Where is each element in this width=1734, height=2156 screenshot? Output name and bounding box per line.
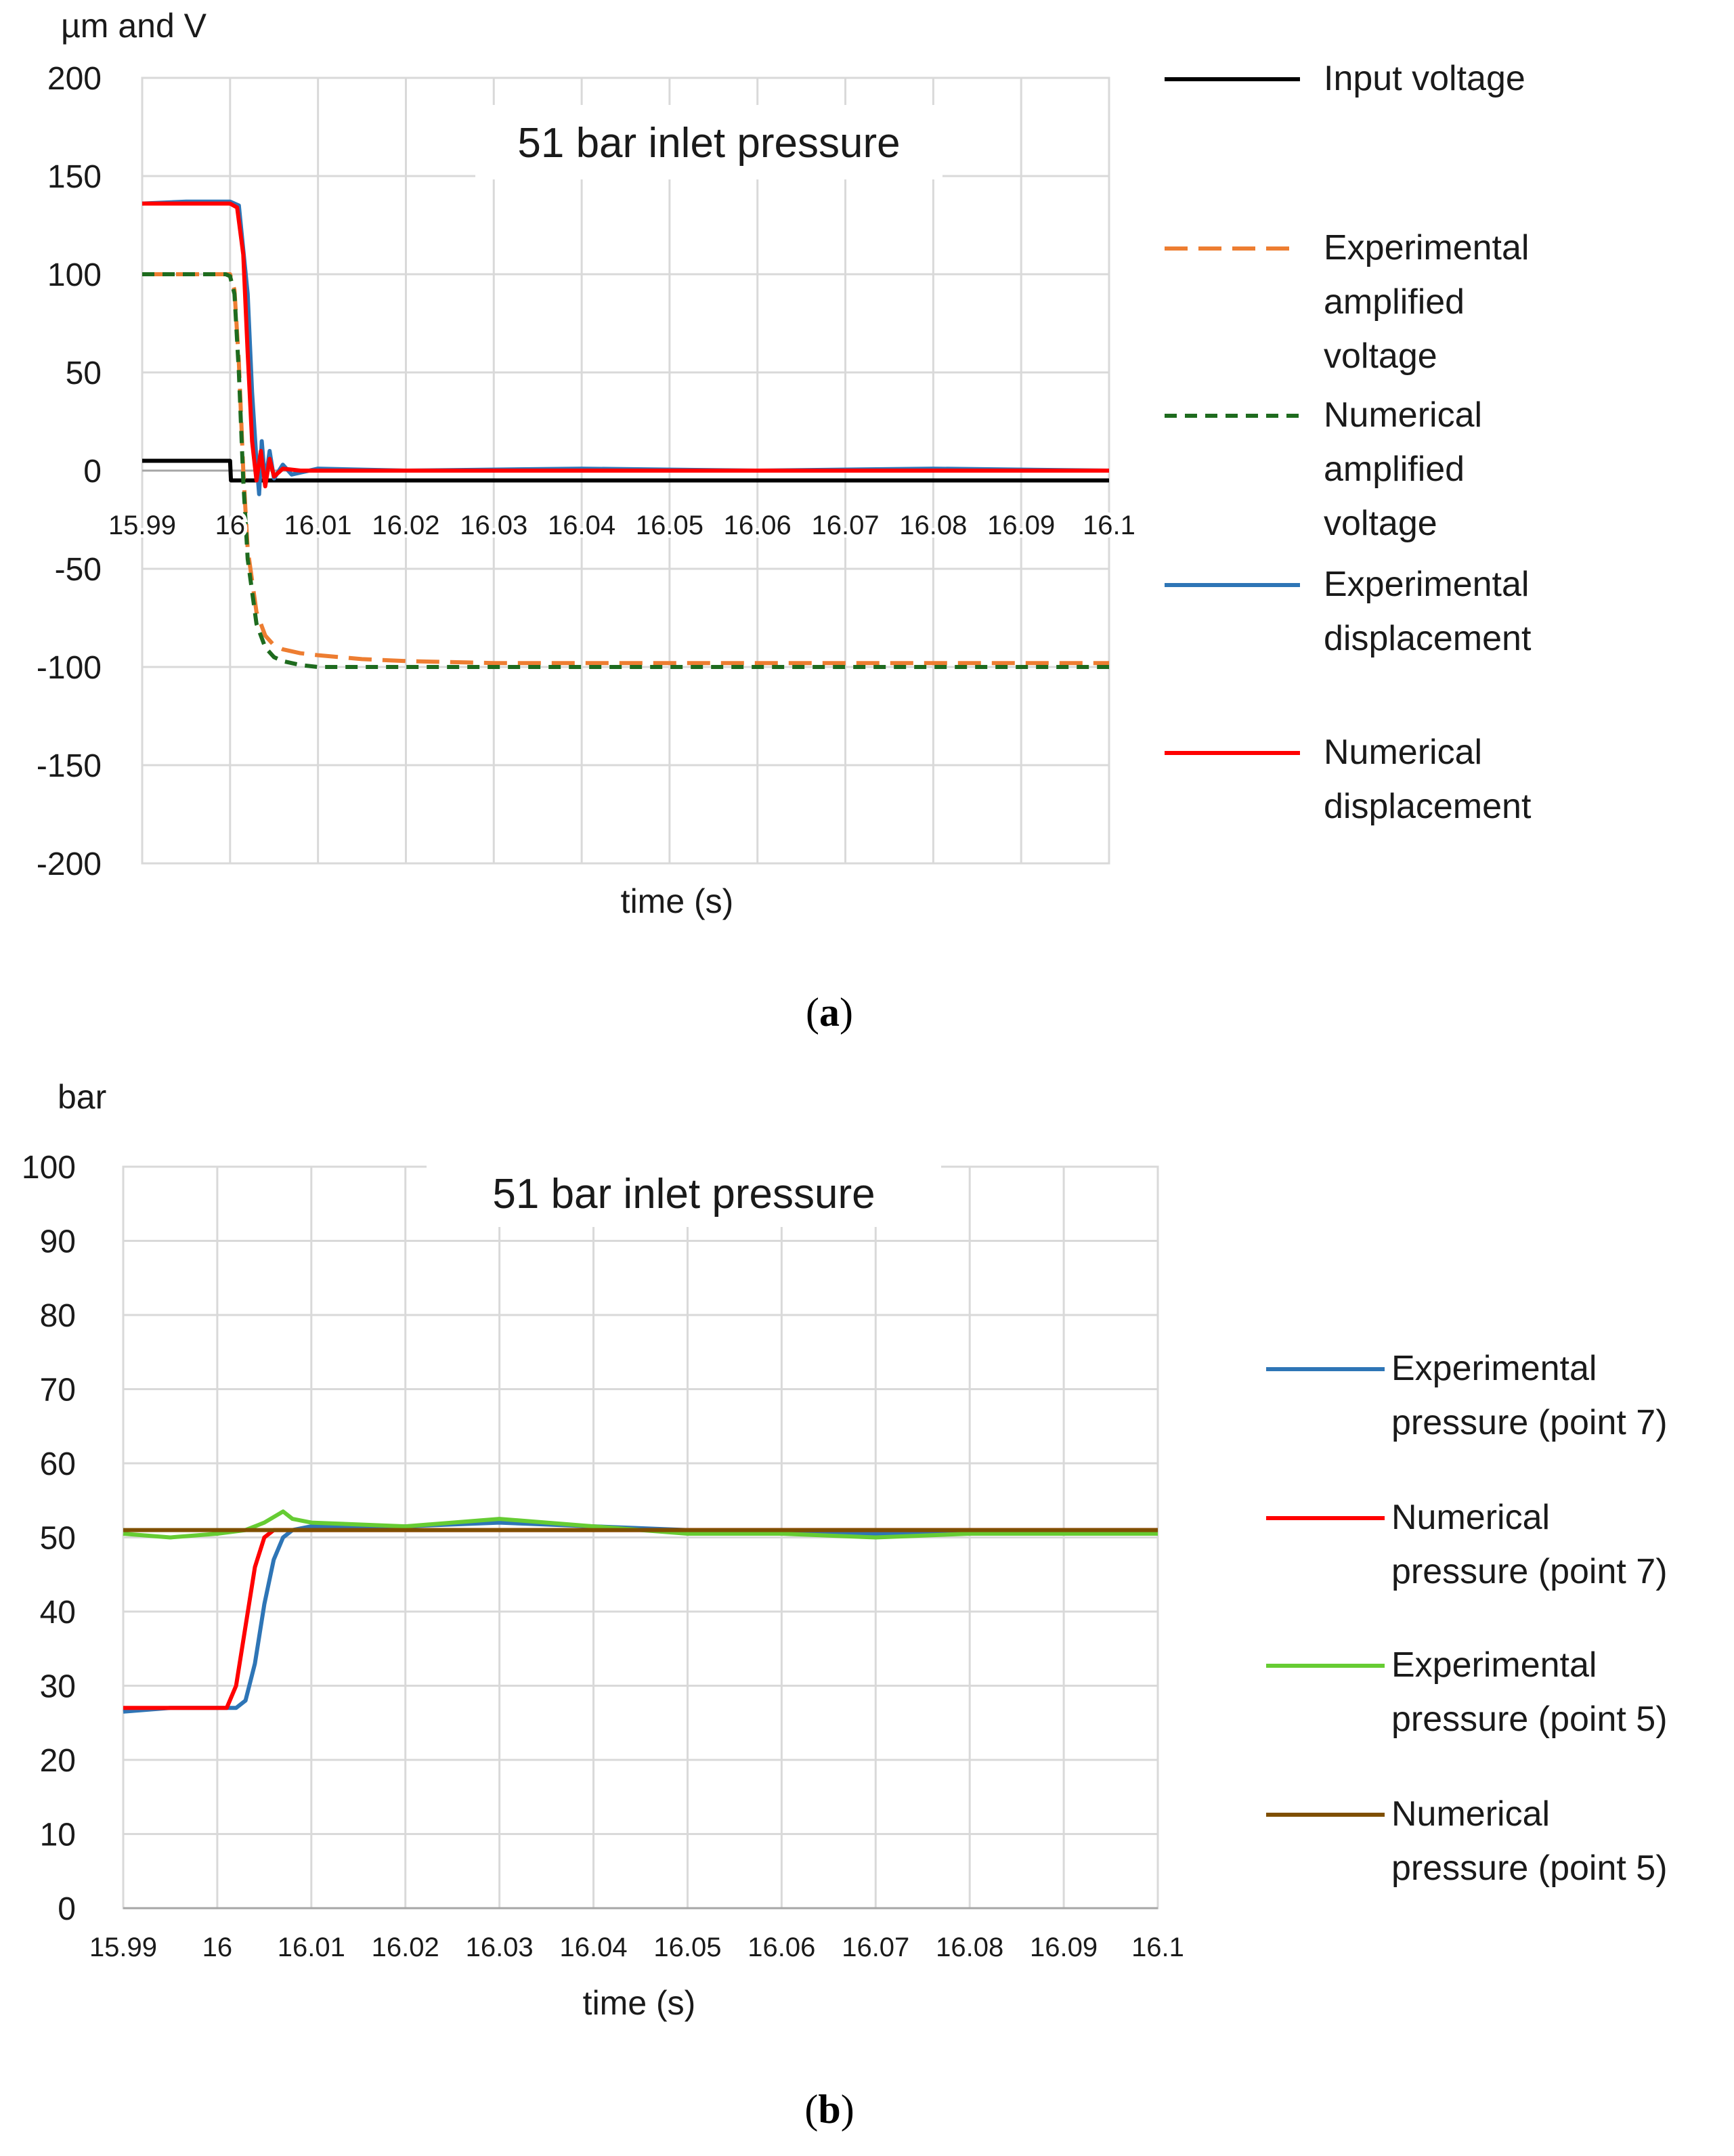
x-tick-label: 16.07 [811,511,879,540]
series-line [142,458,1109,483]
legend-label: displacement [1324,787,1532,826]
y-tick-label: -100 [37,650,102,686]
y-tick-label: 30 [40,1669,76,1705]
x-tick-label: 16.05 [636,511,703,540]
x-tick-label: 16.02 [372,511,439,540]
y-tick-label: -200 [37,846,102,882]
y-tick-label: 60 [40,1446,76,1482]
y-tick-label: -50 [55,552,102,588]
x-axis-label: time (s) [621,882,734,920]
x-tick-label: 16.09 [987,511,1055,540]
chart-title-box [475,105,942,179]
legend-label: Experimental [1324,565,1529,604]
y-tick-label: 200 [47,61,102,97]
y-tick-label: 100 [47,257,102,293]
y-axis-label: µm and V [61,7,207,45]
legend-label: pressure (point 7) [1391,1552,1668,1591]
x-tick-label: 16.03 [466,1933,534,1962]
y-tick-label: 20 [40,1743,76,1779]
y-tick-label: 50 [66,355,102,391]
x-tick-label: 16.07 [842,1933,909,1962]
legend-label: voltage [1324,504,1437,543]
x-tick-label: 16.06 [724,511,792,540]
legend-label: Experimental [1391,1645,1597,1685]
y-tick-label: 10 [40,1817,76,1853]
legend-label: pressure (point 7) [1391,1403,1668,1442]
x-tick-label: 16.01 [284,511,352,540]
legend-label: Numerical [1324,395,1482,435]
chart-title: 51 bar inlet pressure [517,120,900,167]
series-line [142,272,1109,669]
legend-label: voltage [1324,337,1437,376]
x-tick-label: 16.08 [936,1933,1003,1962]
legend-label: displacement [1324,619,1532,658]
x-tick-label: 16.06 [747,1933,815,1962]
x-tick-label: 16.02 [372,1933,439,1962]
x-tick-label: 16.01 [278,1933,345,1962]
y-tick-label: 0 [83,454,102,490]
legend-label: amplified [1324,282,1465,322]
y-tick-label: 0 [58,1891,76,1927]
series-line [142,272,1109,666]
legend-label: Experimental [1324,228,1529,267]
panel-caption: (a) [806,990,853,1035]
x-tick-label: 16.1 [1131,1933,1184,1962]
y-tick-label: -150 [37,748,102,784]
x-tick-label: 15.99 [89,1933,157,1962]
legend-label: Input voltage [1324,59,1525,98]
x-tick-label: 16.05 [653,1933,721,1962]
legend-label: Experimental [1391,1349,1597,1388]
y-tick-label: 80 [40,1298,76,1334]
y-tick-label: 100 [22,1150,76,1186]
x-axis-label: time (s) [583,1984,696,2022]
x-tick-label: 16.09 [1030,1933,1098,1962]
chart-title: 51 bar inlet pressure [492,1171,875,1217]
legend-label: amplified [1324,450,1465,489]
y-tick-label: 70 [40,1373,76,1408]
x-tick-label: 16.04 [559,1933,627,1962]
x-tick-label: 16.03 [460,511,527,540]
legend-label: Numerical [1324,733,1482,772]
legend-label: Numerical [1391,1794,1550,1834]
x-tick-label: 15.99 [108,511,176,540]
panel-caption: (b) [804,2087,854,2132]
y-tick-label: 50 [40,1521,76,1557]
y-tick-label: 90 [40,1224,76,1260]
y-tick-label: 40 [40,1595,76,1631]
chart-title-box [427,1159,941,1227]
x-tick-label: 16.04 [548,511,615,540]
y-axis-label: bar [58,1078,106,1116]
legend-label: pressure (point 5) [1391,1700,1668,1739]
x-tick-label: 16.08 [899,511,967,540]
x-tick-label: 16.1 [1083,511,1135,540]
series-line [142,201,1109,489]
x-tick-label: 16 [215,511,246,540]
legend-label: pressure (point 5) [1391,1849,1668,1888]
x-tick-label: 16 [202,1933,233,1962]
legend-label: Numerical [1391,1498,1550,1537]
chart-panel-a: 200 150 100 50 0 -50 -100 -150 -200 15.99 16 16.01 1… [37,7,1532,1035]
y-tick-label: 150 [47,159,102,195]
